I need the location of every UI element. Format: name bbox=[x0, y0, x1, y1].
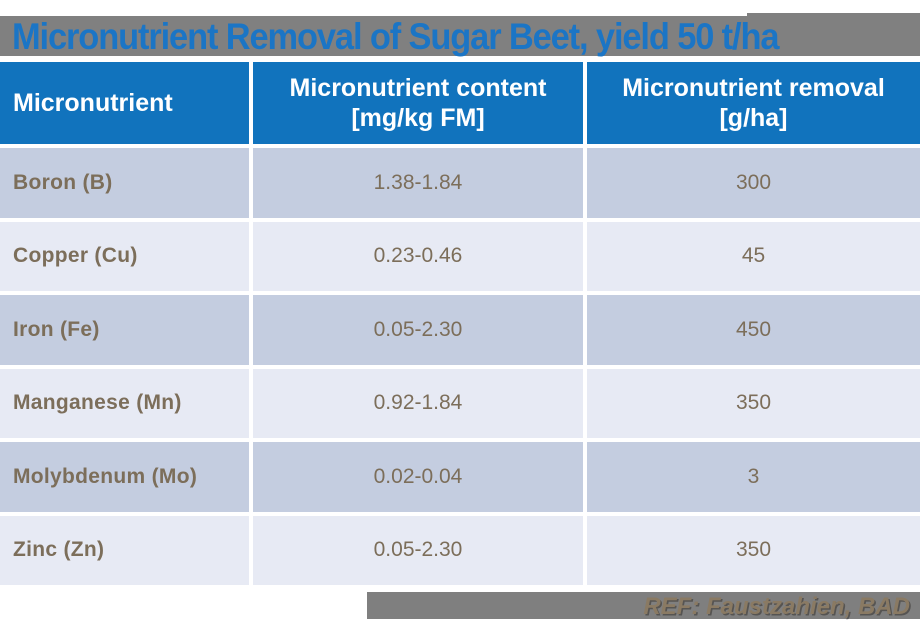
title-bar: Micronutrient Removal of Sugar Beet, yie… bbox=[0, 16, 920, 57]
removal-value-cell: 45 bbox=[587, 221, 920, 291]
column-header-line1: Micronutrient removal bbox=[622, 74, 885, 102]
column-header-line1: Micronutrient content bbox=[289, 74, 547, 102]
removal-value-cell: 300 bbox=[587, 148, 920, 218]
content-value-cell: 0.92-1.84 bbox=[253, 368, 583, 438]
column-header-micronutrient: Micronutrient bbox=[0, 62, 249, 144]
column-header-label: Micronutrient bbox=[13, 89, 173, 117]
slide-title: Micronutrient Removal of Sugar Beet, yie… bbox=[12, 16, 780, 57]
footer-bar: REF: Faustzahien, BAD bbox=[367, 592, 920, 620]
content-value-cell: 0.05-2.30 bbox=[253, 515, 583, 585]
column-header-content: Micronutrient content [mg/kg FM] bbox=[253, 62, 583, 144]
micronutrient-table: Micronutrient Micronutrient content [mg/… bbox=[0, 62, 920, 585]
micronutrient-name-cell: Iron (Fe) bbox=[0, 295, 249, 365]
removal-value-cell: 450 bbox=[587, 295, 920, 365]
micronutrient-name-cell: Boron (B) bbox=[0, 148, 249, 218]
removal-value-cell: 3 bbox=[587, 442, 920, 512]
removal-value-cell: 350 bbox=[587, 515, 920, 585]
micronutrient-name-cell: Molybdenum (Mo) bbox=[0, 442, 249, 512]
reference-text: REF: Faustzahien, BAD bbox=[643, 593, 910, 620]
column-header-line2: [g/ha] bbox=[719, 104, 788, 132]
micronutrient-name-cell: Copper (Cu) bbox=[0, 221, 249, 291]
micronutrient-name-cell: Zinc (Zn) bbox=[0, 515, 249, 585]
content-value-cell: 0.23-0.46 bbox=[253, 221, 583, 291]
title-bar-notch bbox=[747, 13, 920, 17]
content-value-cell: 0.05-2.30 bbox=[253, 295, 583, 365]
column-header-line2: [mg/kg FM] bbox=[351, 104, 485, 132]
micronutrient-name-cell: Manganese (Mn) bbox=[0, 368, 249, 438]
content-value-cell: 0.02-0.04 bbox=[253, 442, 583, 512]
column-header-removal: Micronutrient removal [g/ha] bbox=[587, 62, 920, 144]
content-value-cell: 1.38-1.84 bbox=[253, 148, 583, 218]
removal-value-cell: 350 bbox=[587, 368, 920, 438]
